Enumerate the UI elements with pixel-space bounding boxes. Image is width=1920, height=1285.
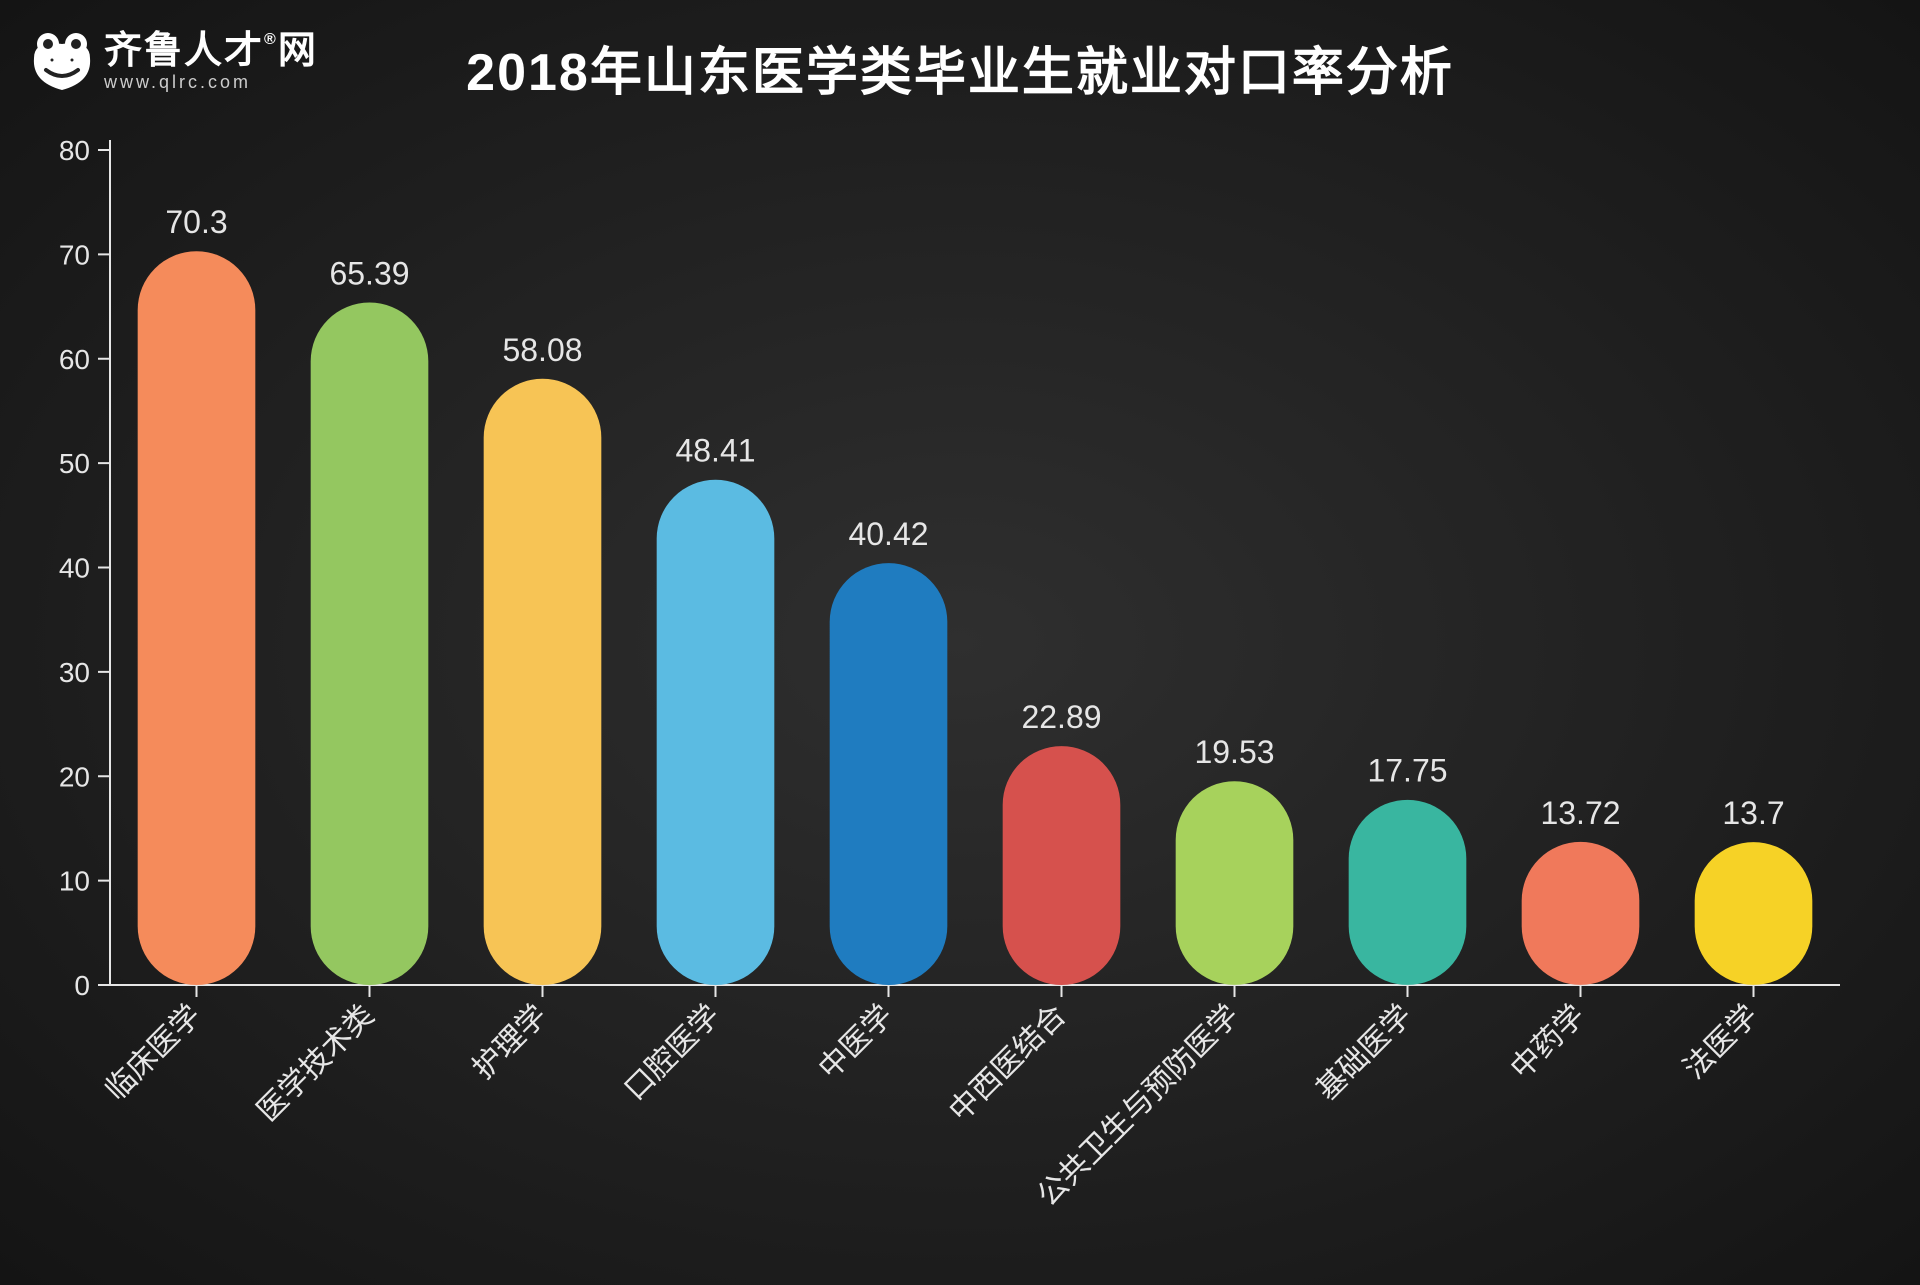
bar-value-label: 22.89 — [1021, 699, 1101, 735]
y-tick-label: 50 — [59, 448, 90, 479]
bar — [311, 302, 429, 985]
bar — [830, 563, 948, 985]
bar-value-label: 58.08 — [502, 332, 582, 368]
category-label: 临床医学 — [99, 999, 207, 1107]
y-tick-label: 0 — [74, 970, 90, 1001]
bar — [138, 251, 256, 985]
bar-value-label: 13.72 — [1540, 795, 1620, 831]
bar-value-label: 17.75 — [1367, 753, 1447, 789]
bar — [1695, 842, 1813, 985]
bar — [1522, 842, 1640, 985]
bar-value-label: 19.53 — [1194, 734, 1274, 770]
bar — [1003, 746, 1121, 985]
category-label: 中西医结合 — [943, 999, 1072, 1128]
bar — [657, 480, 775, 985]
bar-value-label: 40.42 — [848, 516, 928, 552]
page-title: 2018年山东医学类毕业生就业对口率分析 — [0, 30, 1920, 105]
employment-rate-bar-chart: 0 10 20 30 40 50 60 70 80 70.3 临床医学 65.39 医学技术类 58.08… — [40, 130, 1860, 1245]
category-label: 基础医学 — [1310, 999, 1418, 1107]
bar — [1176, 781, 1294, 985]
category-label: 医学技术类 — [251, 999, 380, 1128]
bar — [484, 379, 602, 985]
bar-value-label: 48.41 — [675, 433, 755, 469]
bar-value-label: 65.39 — [329, 255, 409, 291]
bar-value-label: 70.3 — [165, 204, 227, 240]
bar-value-label: 13.7 — [1722, 795, 1784, 831]
category-label: 护理学 — [466, 999, 553, 1086]
y-tick-label: 10 — [59, 866, 90, 897]
y-tick-label: 40 — [59, 553, 90, 584]
bar — [1349, 800, 1467, 985]
y-tick-label: 20 — [59, 761, 90, 792]
y-tick-label: 70 — [59, 239, 90, 270]
category-label: 中药学 — [1504, 999, 1591, 1086]
category-label: 口腔医学 — [618, 999, 726, 1107]
category-label: 法医学 — [1677, 999, 1764, 1086]
y-tick-label: 60 — [59, 344, 90, 375]
y-tick-label: 30 — [59, 657, 90, 688]
y-tick-label: 80 — [59, 135, 90, 166]
category-label: 中医学 — [812, 999, 899, 1086]
